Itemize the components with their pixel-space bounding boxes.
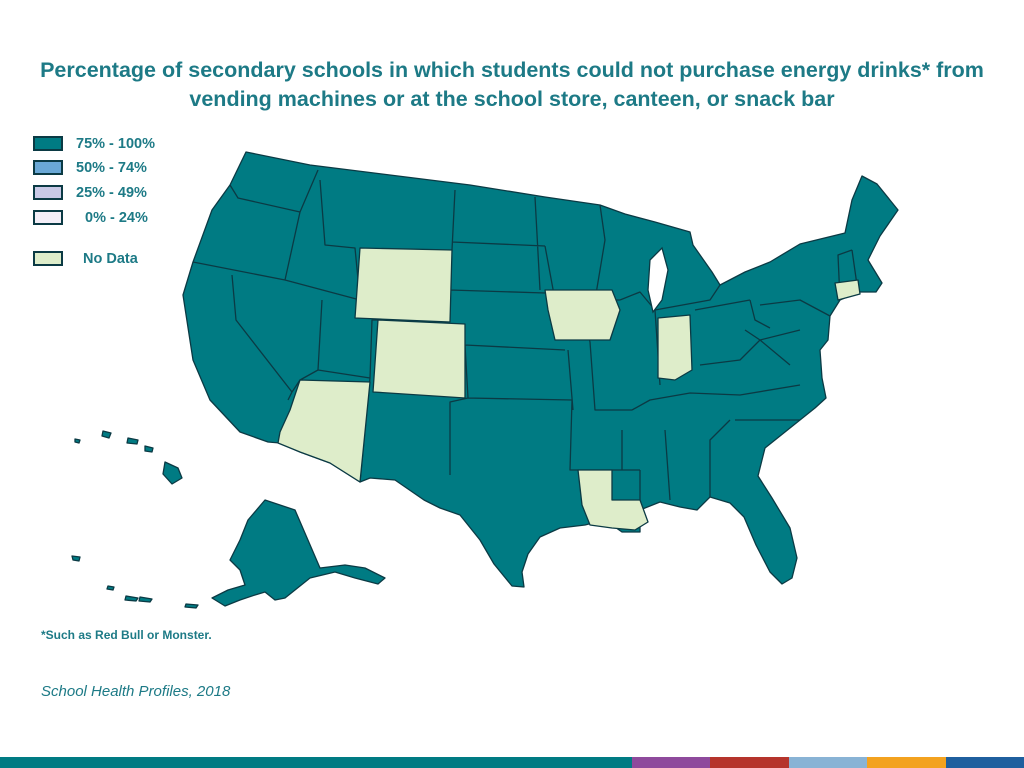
legend-label: No Data bbox=[83, 251, 138, 267]
state-louisiana bbox=[577, 469, 649, 531]
map-title: Percentage of secondary schools in which… bbox=[40, 58, 984, 111]
state-alaska bbox=[211, 499, 386, 607]
bottom-bar-segment bbox=[710, 757, 789, 768]
alaska-islands bbox=[71, 555, 199, 609]
state-colorado bbox=[372, 319, 466, 399]
legend-item-50-74: 50% - 74% bbox=[33, 159, 233, 177]
state-indiana bbox=[657, 314, 693, 381]
footnote: *Such as Red Bull or Monster. bbox=[41, 628, 212, 642]
legend-swatch bbox=[33, 160, 63, 175]
legend-label: 0% - 24% bbox=[85, 210, 148, 226]
state-hawaii bbox=[74, 430, 183, 485]
bottom-color-bar bbox=[0, 757, 1024, 768]
state-arizona bbox=[277, 379, 371, 483]
legend-item-0-24: 0% - 24% bbox=[33, 209, 233, 227]
bottom-bar-segment bbox=[0, 757, 632, 768]
legend-label: 50% - 74% bbox=[76, 160, 147, 176]
legend-swatch bbox=[33, 136, 63, 151]
legend-item-25-49: 25% - 49% bbox=[33, 184, 233, 202]
legend-swatch bbox=[33, 210, 63, 225]
state-connecticut bbox=[834, 279, 861, 301]
bottom-bar-segment bbox=[867, 757, 946, 768]
bottom-bar-segment bbox=[789, 757, 867, 768]
bottom-bar-segment bbox=[946, 757, 1024, 768]
lake-michigan bbox=[647, 246, 669, 314]
legend-item-no-data: No Data bbox=[33, 250, 233, 268]
state-iowa bbox=[544, 289, 621, 341]
legend-item-75-100: 75% - 100% bbox=[33, 135, 233, 153]
legend-label: 25% - 49% bbox=[76, 185, 147, 201]
bottom-bar-segment bbox=[632, 757, 710, 768]
legend-swatch bbox=[33, 251, 63, 266]
source-citation: School Health Profiles, 2018 bbox=[41, 683, 231, 700]
legend-swatch bbox=[33, 185, 63, 200]
state-wyoming bbox=[354, 247, 453, 323]
legend-label: 75% - 100% bbox=[76, 136, 155, 152]
